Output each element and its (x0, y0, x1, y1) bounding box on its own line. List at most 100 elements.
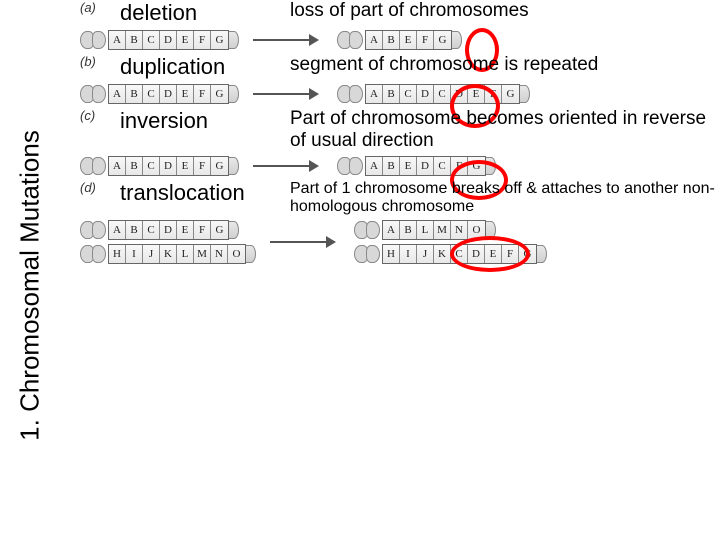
mutation-description: Part of chromosome becomes oriented in r… (290, 108, 720, 152)
segment: A (109, 221, 126, 239)
segment: C (143, 31, 160, 49)
segment: B (383, 31, 400, 49)
segment: D (468, 245, 485, 263)
segment: J (143, 245, 160, 263)
segment-box: HIJKCDEFG (382, 244, 537, 264)
segment: E (177, 157, 194, 175)
segment-box: ABCDEFG (108, 84, 229, 104)
segment: J (417, 245, 434, 263)
end-cap (229, 85, 239, 103)
end-cap (486, 157, 496, 175)
segment: G (502, 85, 519, 103)
segment-box: ABLMNO (382, 220, 486, 240)
end-cap (229, 157, 239, 175)
segment: D (160, 85, 177, 103)
chromosome-line: ABCDEFG ABEDCFG (80, 156, 720, 176)
mutation-row: (b) duplication segment of chromosome is r… (80, 54, 720, 104)
segment: E (177, 31, 194, 49)
end-cap (486, 221, 496, 239)
segment-box: ABEDCFG (365, 156, 486, 176)
segment-box: ABCDEFG (108, 156, 229, 176)
chromosome: ABCDCDEFG (337, 84, 530, 104)
chromosome: ABCDEFG (80, 84, 239, 104)
segment: C (434, 85, 451, 103)
mutation-name: duplication (120, 54, 270, 80)
chromosome: ABEDCFG (337, 156, 496, 176)
row-marker: (c) (80, 108, 100, 123)
segment: C (143, 85, 160, 103)
arrow-icon (270, 232, 340, 252)
end-cap (229, 221, 239, 239)
segment: G (211, 157, 228, 175)
before-block: ABCDEFG (80, 156, 239, 176)
segment: B (126, 31, 143, 49)
mutation-row: (c) inversion Part of chromosome becomes o… (80, 108, 720, 176)
segment: F (194, 31, 211, 49)
end-cap (229, 31, 239, 49)
arrow-icon (253, 84, 323, 104)
chromosome: HIJKLMNO (80, 244, 256, 264)
segment: G (468, 157, 485, 175)
segment: N (211, 245, 228, 263)
segment: M (194, 245, 211, 263)
segment: F (194, 221, 211, 239)
segment: D (160, 31, 177, 49)
row-header: (b) duplication segment of chromosome is r… (80, 54, 720, 80)
segment: H (109, 245, 126, 263)
chromosome-line: ABCDEFGABEFG (80, 30, 720, 50)
segment: H (383, 245, 400, 263)
row-header: (a)deletionloss of part of chromosomes (80, 0, 720, 26)
segment: B (126, 221, 143, 239)
before-block: ABCDEFG (80, 84, 239, 104)
chromosome: ABCDEFG (80, 220, 256, 240)
segment: C (434, 157, 451, 175)
segment: F (485, 85, 502, 103)
segment-box: ABCDEFG (108, 220, 229, 240)
mutation-description: segment of chromosome is repeated (290, 54, 720, 76)
segment: B (126, 85, 143, 103)
segment: B (383, 85, 400, 103)
before-block: ABCDEFG (80, 30, 239, 50)
segment: B (400, 221, 417, 239)
segment: A (109, 157, 126, 175)
after-block: ABLMNO HIJKCDEFG (354, 220, 547, 264)
segment: D (417, 157, 434, 175)
segment: A (366, 157, 383, 175)
segment: E (177, 85, 194, 103)
segment: F (194, 85, 211, 103)
segment: G (211, 221, 228, 239)
segment: O (228, 245, 245, 263)
segment: E (485, 245, 502, 263)
segment: B (383, 157, 400, 175)
row-marker: (b) (80, 54, 100, 69)
segment: A (109, 31, 126, 49)
row-header: (d)translocationPart of 1 chromosome bre… (80, 180, 720, 217)
segment-box: HIJKLMNO (108, 244, 246, 264)
segment: G (519, 245, 536, 263)
segment: D (451, 85, 468, 103)
chromosome: ABLMNO (354, 220, 547, 240)
section-title: 1. Chromosomal Mutations (15, 130, 46, 441)
segment: F (417, 31, 434, 49)
centromere (80, 157, 108, 175)
centromere (337, 85, 365, 103)
segment: A (109, 85, 126, 103)
mutation-description: loss of part of chromosomes (290, 0, 720, 22)
chromosome-line: ABCDEFGABCDCDEFG (80, 84, 720, 104)
segment: K (160, 245, 177, 263)
chromosome: HIJKCDEFG (354, 244, 547, 264)
before-block: ABCDEFG HIJKLMNO (80, 220, 256, 264)
centromere (80, 85, 108, 103)
segment: G (211, 31, 228, 49)
segment: G (434, 31, 451, 49)
segment: C (400, 85, 417, 103)
mutation-name: inversion (120, 108, 270, 134)
segment-box: ABEFG (365, 30, 452, 50)
centromere (337, 157, 365, 175)
segment: D (417, 85, 434, 103)
centromere (354, 245, 382, 263)
mutation-name: translocation (120, 180, 270, 206)
segment: I (400, 245, 417, 263)
segment-box: ABCDEFG (108, 30, 229, 50)
mutation-description: Part of 1 chromosome breaks off & attach… (290, 180, 720, 217)
